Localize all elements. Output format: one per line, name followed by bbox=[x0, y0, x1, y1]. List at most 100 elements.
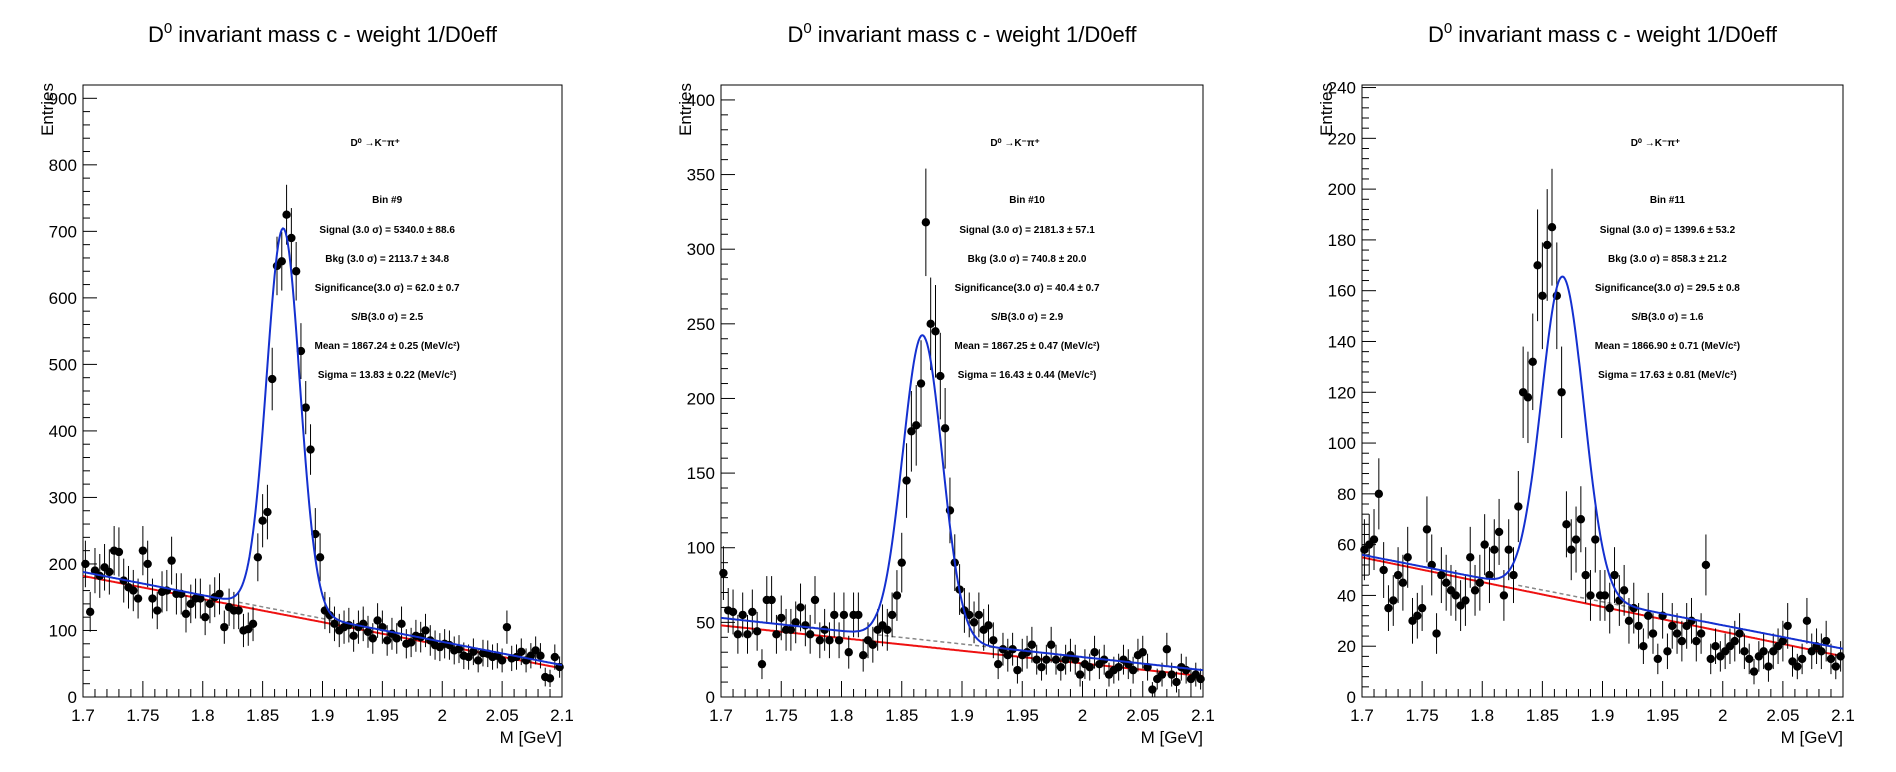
bkg-label: Bkg (3.0 σ) = 858.3 ± 21.2 bbox=[1608, 254, 1727, 265]
data-point bbox=[1037, 662, 1046, 672]
signal-label: Signal (3.0 σ) = 5340.0 ± 88.6 bbox=[319, 225, 455, 236]
data-point bbox=[296, 346, 306, 356]
data-point bbox=[839, 610, 849, 620]
x-tick-label: 1.75 bbox=[765, 706, 798, 725]
data-point bbox=[268, 374, 277, 384]
data-point bbox=[1384, 603, 1393, 613]
x-axis-title: M [GeV] bbox=[1781, 728, 1843, 747]
background-fit-line bbox=[1361, 556, 1844, 658]
x-tick-label: 1.7 bbox=[1350, 706, 1374, 725]
data-point bbox=[253, 553, 263, 562]
data-point bbox=[200, 612, 210, 622]
decay-label: D⁰ →K⁻π⁺ bbox=[350, 138, 399, 149]
data-point bbox=[181, 609, 191, 619]
significance-label: Significance(3.0 σ) = 62.0 ± 0.7 bbox=[315, 283, 460, 294]
data-point bbox=[931, 327, 940, 336]
data-point bbox=[536, 651, 545, 660]
data-point bbox=[1504, 545, 1513, 554]
x-tick-label: 2 bbox=[438, 706, 447, 725]
y-tick-label: 800 bbox=[49, 156, 77, 175]
y-tick-label: 180 bbox=[1328, 231, 1356, 250]
data-point bbox=[196, 594, 205, 603]
data-point bbox=[1672, 629, 1682, 638]
x-tick-label: 2 bbox=[1718, 706, 1727, 725]
y-tick-label: 80 bbox=[1337, 485, 1356, 504]
data-point bbox=[1374, 489, 1384, 499]
data-point bbox=[469, 647, 478, 656]
data-point bbox=[791, 618, 800, 627]
data-point bbox=[1571, 535, 1581, 544]
y-tick-label: 250 bbox=[687, 315, 715, 334]
data-point bbox=[810, 595, 820, 605]
data-point bbox=[1643, 611, 1653, 620]
data-point bbox=[1610, 570, 1619, 580]
data-point bbox=[205, 599, 215, 609]
chart-title-sup: 0 bbox=[1444, 20, 1452, 37]
data-point bbox=[368, 634, 377, 643]
x-axis: 1.7 1.75 1.8 1.85 1.9 1.95 2 2.05 2.1 bbox=[709, 681, 1215, 725]
y-tick-label: 400 bbox=[687, 91, 715, 110]
data-point bbox=[1071, 655, 1080, 664]
data-point bbox=[989, 636, 998, 645]
x-tick-label: 1.8 bbox=[1470, 706, 1494, 725]
data-point bbox=[902, 476, 911, 485]
data-point bbox=[1648, 629, 1658, 638]
x-tick-label: 2.05 bbox=[1766, 706, 1799, 725]
data-point bbox=[1576, 515, 1586, 524]
data-point bbox=[1692, 636, 1701, 646]
y-tick-label: 600 bbox=[49, 289, 77, 308]
x-tick-label: 2 bbox=[1078, 706, 1087, 725]
signal-label: Signal (3.0 σ) = 2181.3 ± 57.1 bbox=[959, 225, 1095, 236]
y-tick-label: 0 bbox=[1347, 688, 1356, 707]
data-points bbox=[719, 168, 1205, 697]
data-point bbox=[1547, 223, 1557, 232]
data-point bbox=[786, 625, 796, 635]
x-tick-label: 2.05 bbox=[1126, 706, 1159, 725]
data-point bbox=[85, 607, 95, 617]
data-point bbox=[984, 621, 993, 630]
data-point bbox=[1639, 642, 1648, 651]
x-tick-label: 1.85 bbox=[885, 706, 918, 725]
data-point bbox=[921, 218, 931, 227]
data-point bbox=[248, 619, 258, 629]
data-point bbox=[153, 606, 162, 615]
y-tick-label: 0 bbox=[706, 688, 715, 707]
data-point bbox=[148, 594, 157, 603]
data-point bbox=[1466, 553, 1475, 562]
data-point bbox=[277, 257, 286, 266]
y-tick-label: 160 bbox=[1328, 282, 1356, 301]
data-point bbox=[105, 567, 114, 577]
plot-frame bbox=[82, 84, 563, 698]
x-tick-label: 1.9 bbox=[950, 706, 974, 725]
data-point bbox=[1523, 393, 1533, 402]
data-point bbox=[373, 616, 382, 625]
data-point bbox=[1003, 651, 1012, 660]
data-point bbox=[1562, 520, 1571, 529]
decay-label: D⁰ →K⁻π⁺ bbox=[1631, 138, 1680, 149]
data-point bbox=[858, 651, 868, 660]
data-point bbox=[1090, 648, 1099, 657]
chart-title-rest: invariant mass c - weight 1/D0eff bbox=[1452, 22, 1778, 47]
chart-title-rest: invariant mass c - weight 1/D0eff bbox=[812, 22, 1138, 47]
data-point bbox=[887, 610, 897, 620]
data-point bbox=[1172, 677, 1181, 687]
data-point bbox=[796, 603, 805, 612]
y-tick-label: 100 bbox=[1328, 434, 1356, 453]
bin-label: Bin #11 bbox=[1650, 195, 1685, 206]
data-point bbox=[234, 606, 243, 615]
data-point bbox=[1605, 603, 1614, 613]
y-tick-label: 200 bbox=[687, 389, 715, 408]
chart-title: D0 invariant mass c - weight 1/D0eff bbox=[787, 20, 1137, 47]
data-point bbox=[1027, 640, 1037, 649]
x-tick-label: 2.1 bbox=[550, 706, 574, 725]
data-point bbox=[258, 516, 267, 525]
data-point bbox=[1403, 553, 1412, 562]
data-point bbox=[969, 618, 979, 627]
data-point bbox=[1831, 662, 1840, 671]
bin-label: Bin #10 bbox=[1009, 195, 1045, 206]
data-point bbox=[1581, 570, 1590, 580]
data-point bbox=[138, 546, 148, 555]
data-point bbox=[406, 638, 416, 647]
data-point bbox=[1480, 540, 1489, 549]
